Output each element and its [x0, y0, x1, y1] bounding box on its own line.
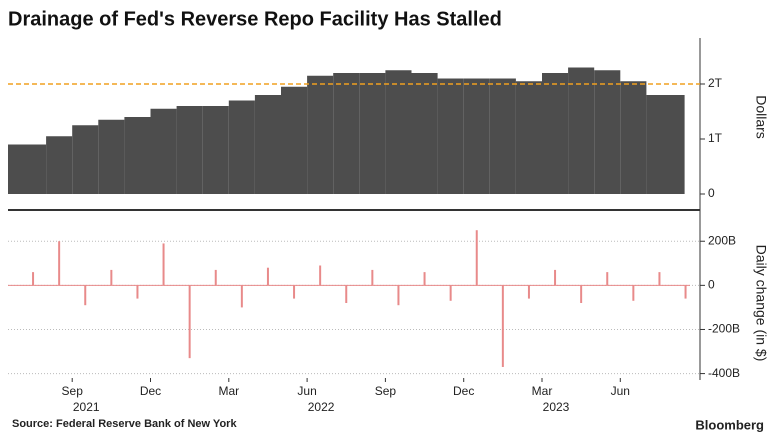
x-tick-label: Mar — [218, 384, 239, 398]
bar — [411, 73, 438, 194]
chart-title: Drainage of Fed's Reverse Repo Facility … — [8, 8, 502, 30]
bar — [333, 73, 360, 194]
y-tick-label: 0 — [708, 278, 715, 292]
bar — [449, 285, 452, 301]
source: Source: Federal Reserve Bank of New York — [12, 418, 237, 430]
bar — [620, 81, 647, 194]
bar — [98, 119, 125, 194]
bar — [319, 265, 322, 286]
y-tick-label: 200B — [708, 233, 736, 247]
bar — [371, 269, 374, 286]
bar — [8, 144, 47, 194]
bar — [542, 73, 569, 194]
bar — [58, 241, 61, 286]
bar — [385, 70, 412, 194]
y-tick-label: -400B — [708, 366, 740, 380]
bar — [266, 267, 269, 286]
bar — [527, 285, 530, 299]
x-tick-label: Sep — [375, 384, 397, 398]
bar — [606, 272, 609, 286]
x-tick-label: Mar — [532, 384, 553, 398]
bar — [202, 106, 229, 194]
bar — [580, 285, 583, 303]
bar — [437, 78, 464, 194]
bar — [240, 285, 243, 308]
bar — [188, 285, 191, 359]
bar — [594, 70, 621, 194]
bar — [281, 86, 308, 194]
brand: Bloomberg — [695, 417, 764, 432]
bar — [423, 272, 426, 286]
y-tick-label: -200B — [708, 322, 740, 336]
bar — [475, 230, 478, 286]
bar — [397, 285, 400, 306]
x-tick-label: Jun — [611, 384, 630, 398]
bar — [568, 67, 595, 194]
bar — [658, 272, 661, 286]
bar — [359, 73, 386, 194]
bar — [84, 285, 87, 306]
bar — [150, 108, 177, 194]
bar — [554, 269, 557, 286]
year-label: 2022 — [308, 400, 335, 414]
y-axis-title: Dollars — [753, 95, 769, 139]
year-label: 2021 — [73, 400, 100, 414]
bar — [214, 269, 217, 286]
bar — [124, 117, 151, 194]
x-tick-label: Dec — [453, 384, 474, 398]
year-label: 2023 — [543, 400, 570, 414]
bar — [136, 285, 139, 299]
bar — [254, 95, 281, 194]
bar — [345, 285, 348, 303]
y-tick-label: 1T — [708, 131, 723, 145]
bar — [110, 269, 113, 286]
bar — [684, 285, 687, 299]
bar — [501, 285, 504, 367]
bar — [72, 125, 99, 194]
bar — [32, 272, 35, 286]
bar — [672, 95, 685, 194]
bar — [228, 100, 255, 194]
x-tick-label: Jun — [297, 384, 316, 398]
x-tick-label: Dec — [140, 384, 161, 398]
bar — [515, 81, 542, 194]
y-tick-label: 0 — [708, 186, 715, 200]
bar — [46, 136, 73, 194]
y-axis-title: Daily change (in $) — [753, 245, 769, 362]
x-tick-label: Sep — [62, 384, 84, 398]
bar — [162, 243, 165, 286]
bar — [646, 95, 673, 194]
y-tick-label: 2T — [708, 76, 723, 90]
bar — [307, 75, 334, 194]
bar — [293, 285, 296, 299]
bar — [176, 106, 203, 194]
bar — [632, 285, 635, 301]
bar — [463, 78, 490, 194]
bar — [489, 78, 516, 194]
